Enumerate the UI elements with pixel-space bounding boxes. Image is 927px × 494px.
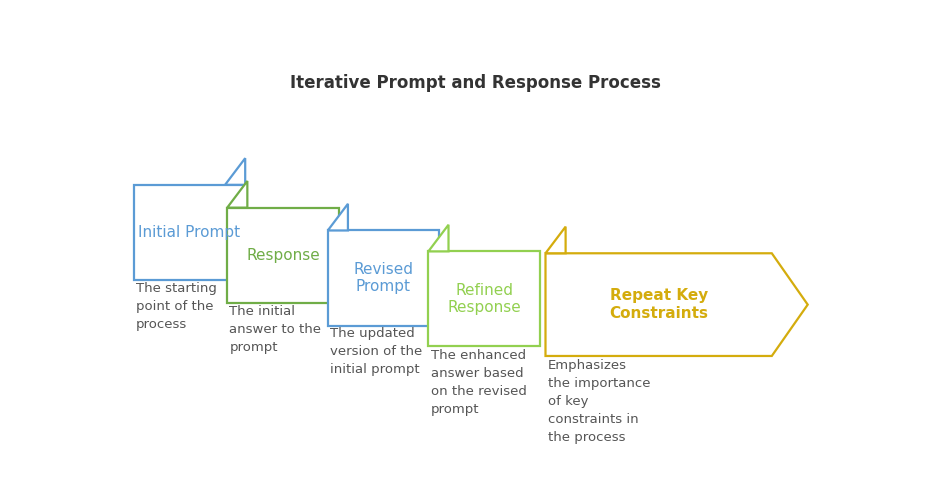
FancyBboxPatch shape xyxy=(328,230,439,326)
Text: The enhanced
answer based
on the revised
prompt: The enhanced answer based on the revised… xyxy=(430,349,527,416)
Polygon shape xyxy=(428,225,449,251)
Polygon shape xyxy=(225,158,245,185)
FancyBboxPatch shape xyxy=(428,251,540,346)
Text: Refined
Response: Refined Response xyxy=(447,283,521,315)
Polygon shape xyxy=(545,253,807,356)
Polygon shape xyxy=(328,204,348,230)
Text: Emphasizes
the importance
of key
constraints in
the process: Emphasizes the importance of key constra… xyxy=(548,359,650,444)
Text: Iterative Prompt and Response Process: Iterative Prompt and Response Process xyxy=(289,75,661,92)
FancyBboxPatch shape xyxy=(133,185,245,280)
Polygon shape xyxy=(545,227,565,253)
Text: Response: Response xyxy=(246,247,320,263)
Text: Repeat Key
Constraints: Repeat Key Constraints xyxy=(609,288,708,321)
FancyBboxPatch shape xyxy=(227,207,338,303)
Polygon shape xyxy=(227,181,248,207)
Text: Revised
Prompt: Revised Prompt xyxy=(353,262,413,294)
Text: The updated
version of the
initial prompt: The updated version of the initial promp… xyxy=(330,328,422,376)
Text: Initial Prompt: Initial Prompt xyxy=(138,225,241,240)
Text: The starting
point of the
process: The starting point of the process xyxy=(136,282,217,331)
Text: The initial
answer to the
prompt: The initial answer to the prompt xyxy=(229,305,322,354)
